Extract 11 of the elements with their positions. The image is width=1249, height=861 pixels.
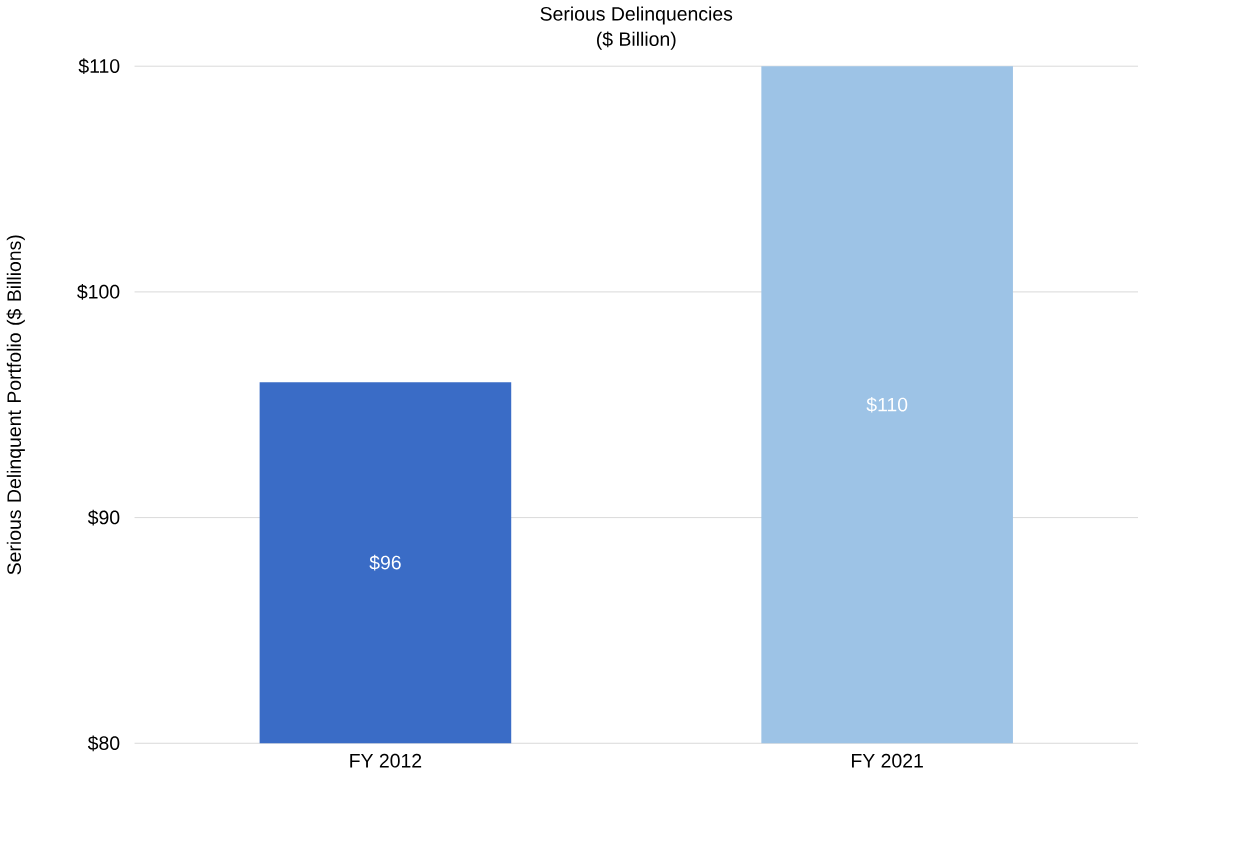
- x-tick-label: FY 2012: [350, 754, 422, 768]
- y-tick-label: $100: [77, 284, 120, 300]
- y-tick-label: $110: [78, 58, 120, 75]
- x-tick-label: FY 2021: [852, 754, 923, 768]
- y-tick-label: $90: [87, 509, 120, 526]
- data-label: $110: [866, 397, 908, 413]
- y-tick-label: $80: [87, 735, 120, 752]
- data-label: $96: [369, 555, 401, 571]
- chart-subtitle: ($ Billion): [597, 31, 676, 50]
- y-axis-title: Serious Delinquent Portfolio ($ Billions): [6, 235, 25, 575]
- chart-title: Serious Delinquencies: [540, 6, 733, 25]
